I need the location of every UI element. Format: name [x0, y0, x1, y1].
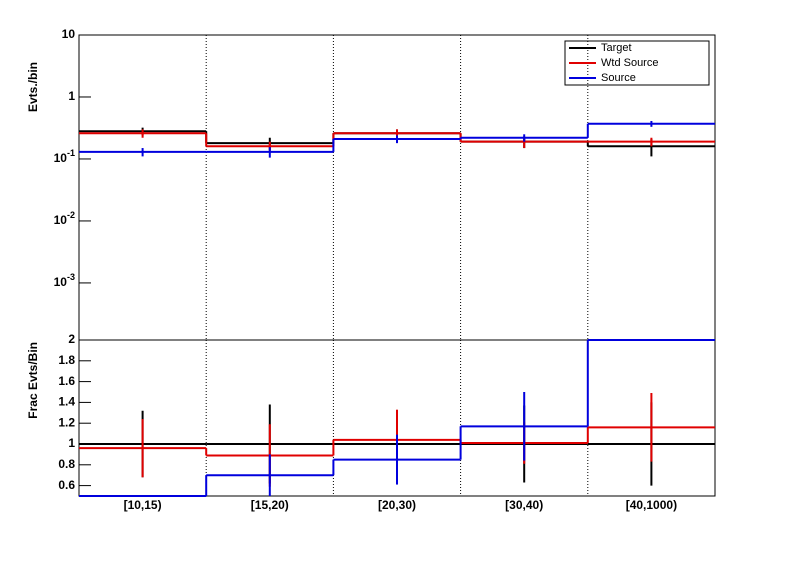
- y-tick-label: 10-3: [54, 272, 75, 289]
- y-tick-label: 1: [68, 436, 75, 450]
- tick-exponent: -1: [67, 148, 75, 158]
- tick-base: 10: [54, 213, 68, 227]
- legend-label: Target: [601, 42, 632, 54]
- y-tick-label: 0.6: [58, 478, 75, 492]
- x-tick-label: [20,30): [378, 498, 416, 512]
- x-tick-label: [10,15): [124, 498, 162, 512]
- y-tick-label: 10-2: [54, 210, 75, 227]
- y-tick-label: 1.8: [58, 353, 75, 367]
- tick-exponent: -2: [67, 210, 75, 220]
- y-tick-label: 1.6: [58, 374, 75, 388]
- tick-base: 10: [54, 275, 68, 289]
- legend-label: Source: [601, 72, 636, 84]
- x-tick-label: [30,40): [505, 498, 543, 512]
- y-tick-label: 10-1: [54, 148, 75, 165]
- y-tick-label: 10: [62, 27, 76, 41]
- y-tick-label: 1: [68, 89, 75, 103]
- y-tick-label: 1.2: [58, 415, 75, 429]
- y-tick-label: 2: [68, 332, 75, 346]
- x-tick-label: [40,1000): [626, 498, 677, 512]
- y-tick-label: 0.8: [58, 457, 75, 471]
- y-axis-title: Frac Evts/Bin: [26, 342, 40, 419]
- bottom-frame: [78, 339, 716, 497]
- y-axis-title: Evts./bin: [26, 62, 40, 112]
- legend-label: Wtd Source: [601, 57, 658, 69]
- x-tick-label: [15,20): [251, 498, 289, 512]
- tick-exponent: -3: [67, 272, 75, 282]
- tick-base: 10: [54, 151, 68, 165]
- y-tick-label: 1.4: [58, 395, 75, 409]
